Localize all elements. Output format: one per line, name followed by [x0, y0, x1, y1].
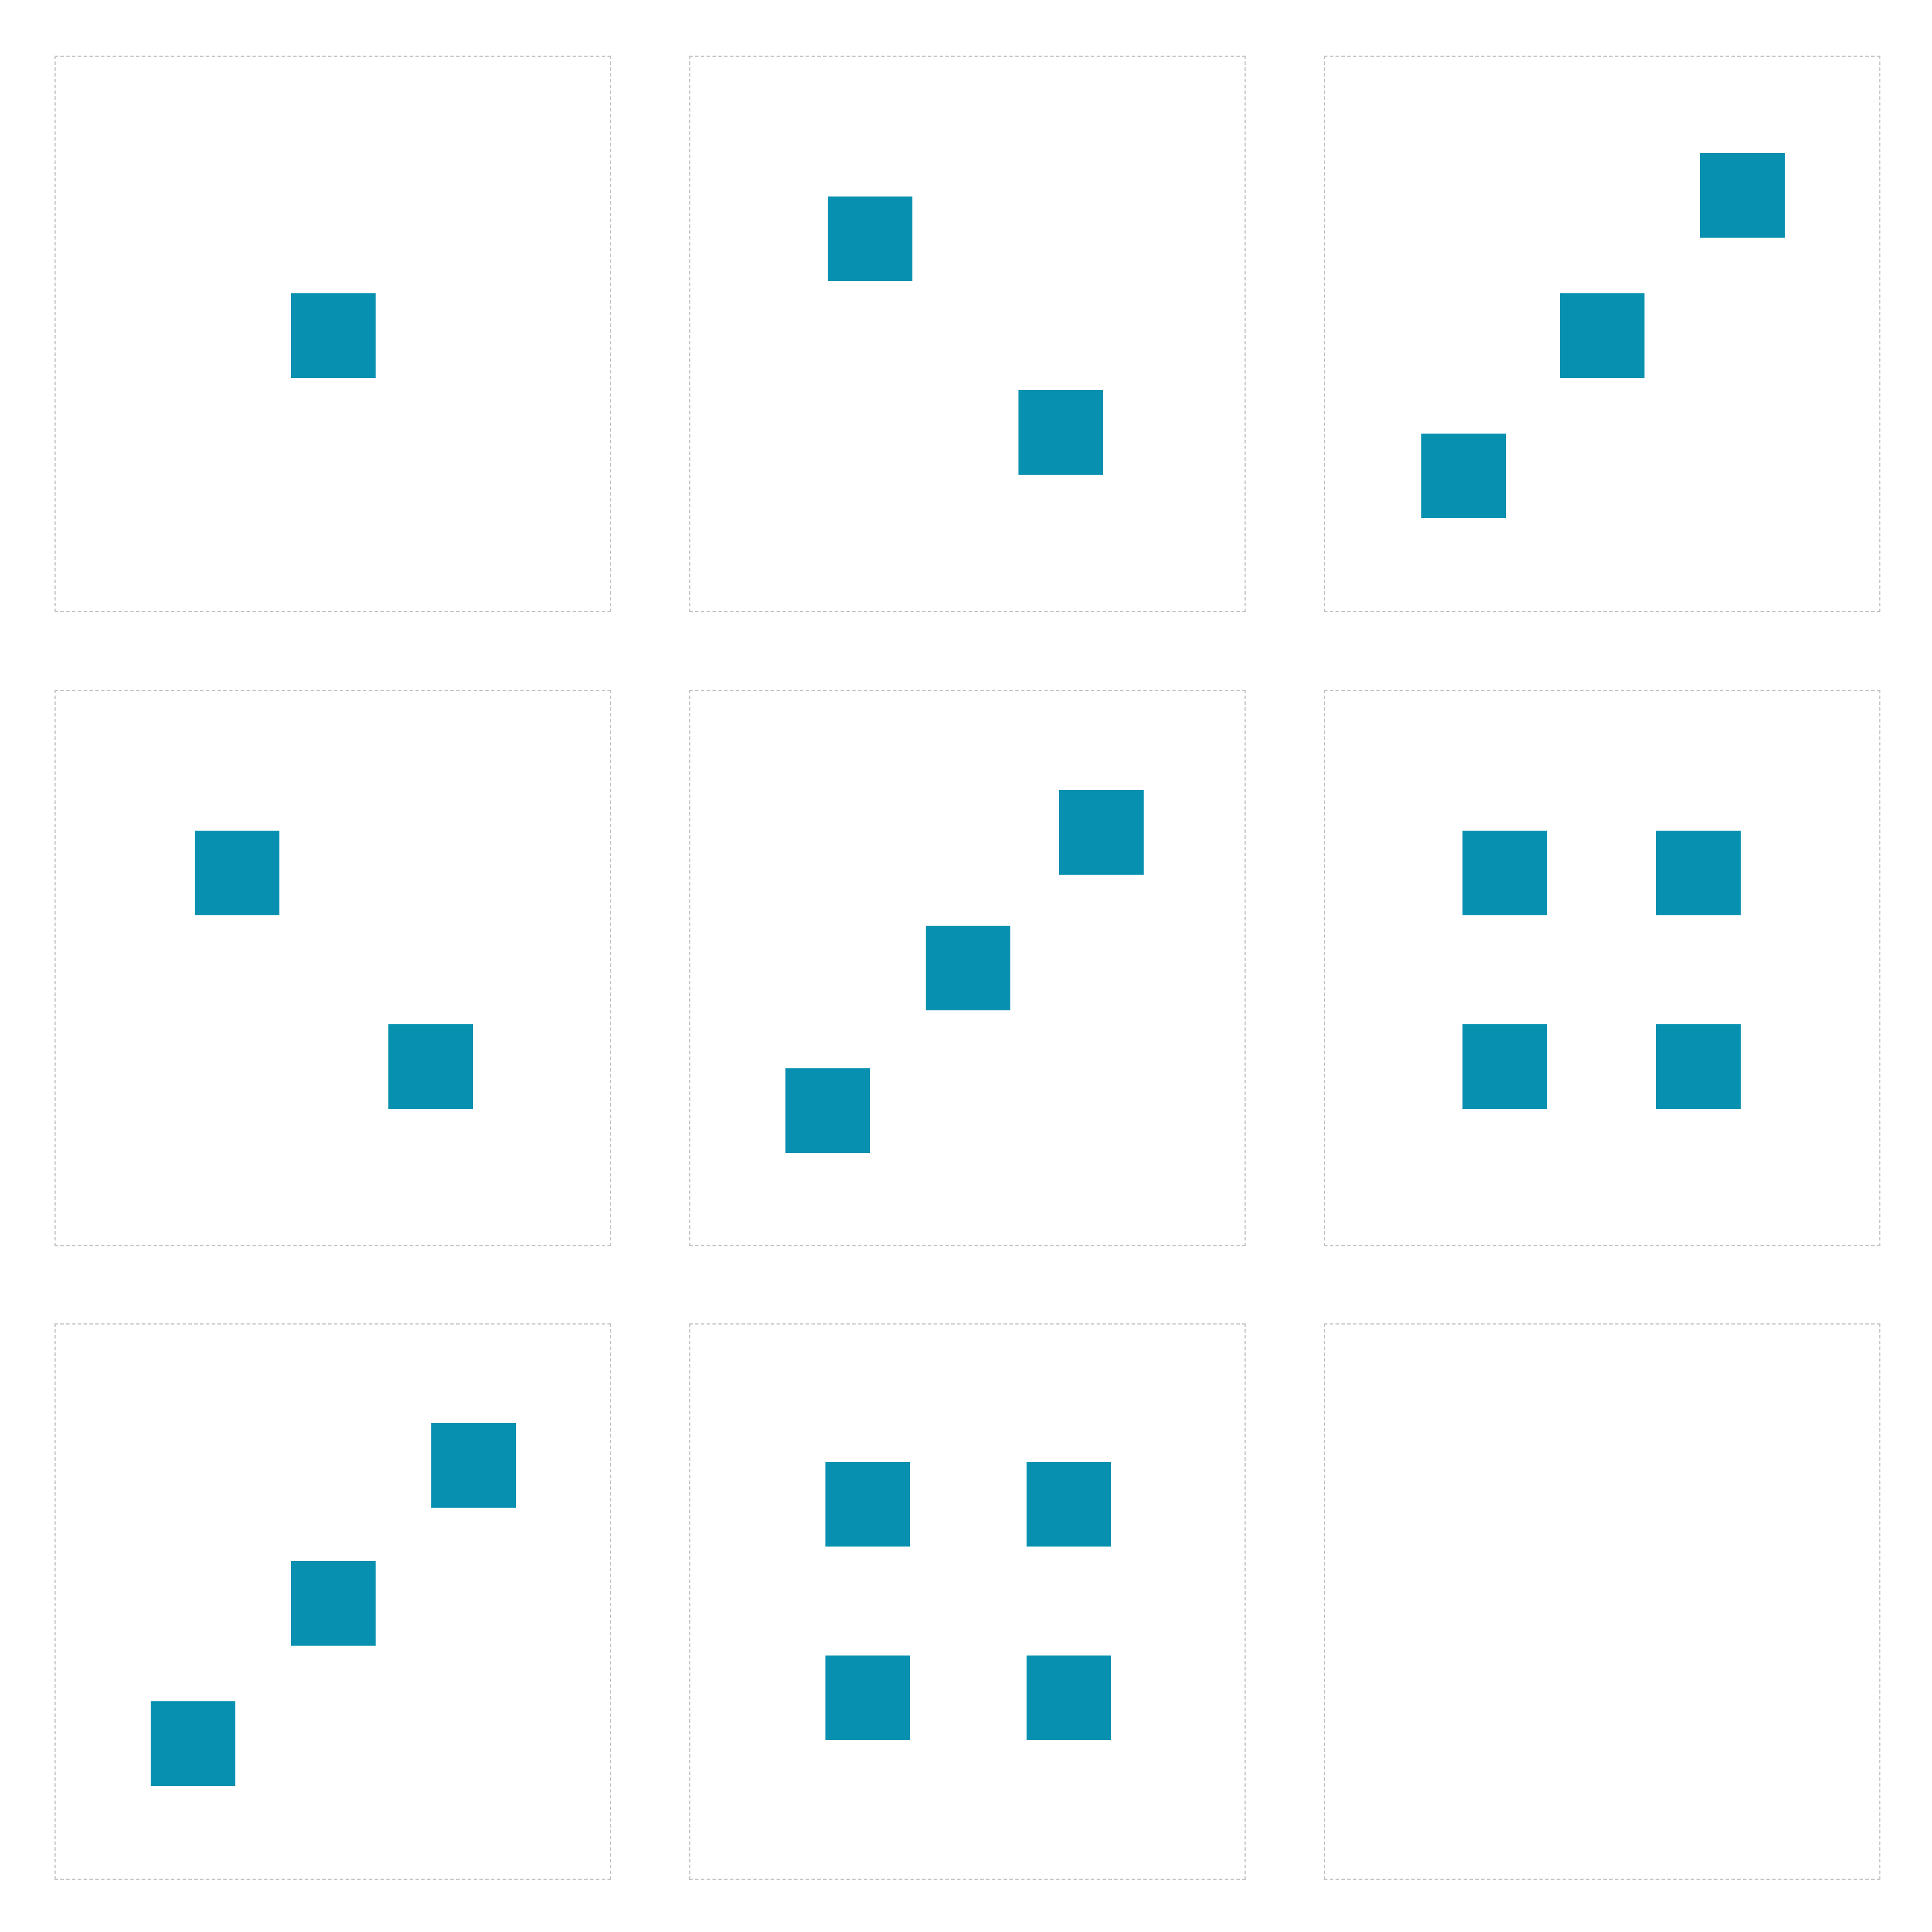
panel-8: [689, 1323, 1246, 1880]
square: [1027, 1656, 1111, 1740]
square: [151, 1701, 235, 1786]
panel-9: [1324, 1323, 1880, 1880]
panel-3: [1324, 56, 1880, 612]
square: [1656, 1024, 1741, 1109]
square: [1018, 390, 1103, 475]
panel-7: [54, 1323, 611, 1880]
panel-6: [1324, 690, 1880, 1246]
square: [825, 1656, 910, 1740]
square: [291, 1561, 376, 1646]
square: [1027, 1462, 1111, 1547]
square: [1421, 434, 1506, 518]
square: [785, 1068, 870, 1153]
square: [926, 926, 1010, 1010]
square: [431, 1423, 516, 1508]
panel-2: [689, 56, 1246, 612]
square: [291, 293, 376, 378]
square: [828, 197, 912, 281]
panel-5: [689, 690, 1246, 1246]
square: [1560, 293, 1644, 378]
square: [1656, 831, 1741, 915]
panel-4: [54, 690, 611, 1246]
square: [1462, 831, 1547, 915]
square: [825, 1462, 910, 1547]
square: [388, 1024, 473, 1109]
square: [195, 831, 279, 915]
square: [1700, 153, 1785, 238]
square: [1462, 1024, 1547, 1109]
panel-1: [54, 56, 611, 612]
square: [1059, 790, 1144, 875]
